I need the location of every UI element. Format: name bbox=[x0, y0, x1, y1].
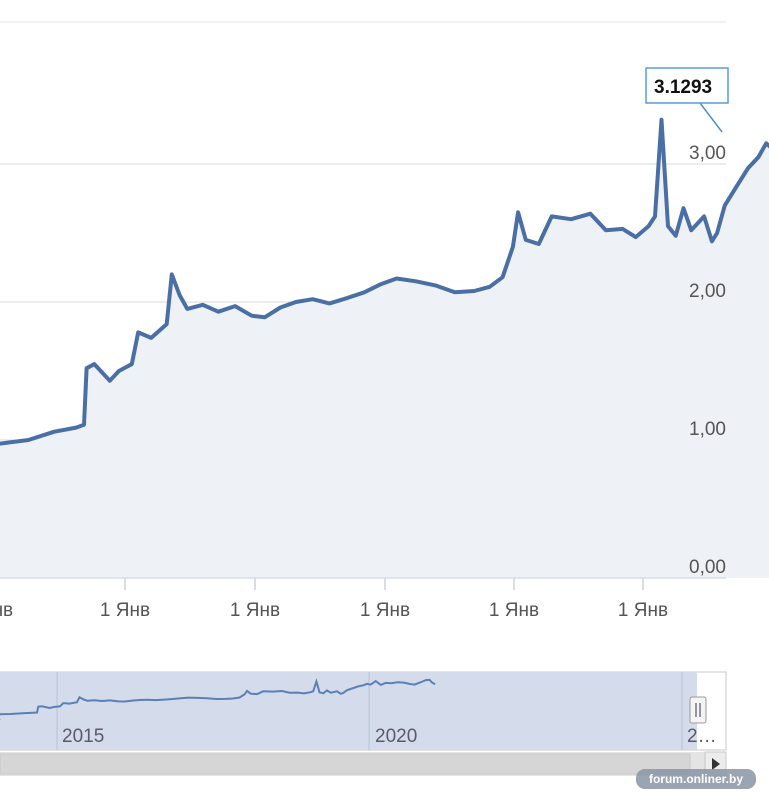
x-tick-label: Янв bbox=[0, 600, 13, 621]
tooltip-pointer bbox=[699, 102, 723, 133]
navigator-handle[interactable] bbox=[689, 696, 707, 724]
navigator[interactable]: 2015 2020 2… bbox=[0, 671, 727, 751]
navigator-series-line bbox=[0, 678, 436, 721]
watermark: forum.onliner.by bbox=[636, 769, 756, 789]
x-tick-label: 1 Янв bbox=[618, 600, 668, 621]
x-tick-label: 1 Янв bbox=[489, 600, 539, 621]
navigator-label-end: 2… bbox=[687, 726, 717, 747]
plot-area: 0,00 1,00 2,00 3,00 Янв 1 Янв 1 Янв 1 Янв 1 Янв… bbox=[0, 21, 769, 621]
navigator-label-2015: 2015 bbox=[62, 726, 104, 747]
svg-text:forum.onliner.by: forum.onliner.by bbox=[649, 772, 743, 786]
tooltip-box bbox=[645, 67, 729, 104]
tooltip: 3.1293 bbox=[645, 67, 729, 133]
x-tick-label: 1 Янв bbox=[100, 600, 150, 621]
y-tick-label: 2,00 bbox=[689, 281, 726, 302]
scrollbar-thumb[interactable] bbox=[0, 753, 691, 775]
y-axis-tick-labels: 0,00 1,00 2,00 3,00 bbox=[689, 143, 726, 578]
y-tick-label: 3,00 bbox=[689, 143, 726, 164]
navigator-selection[interactable] bbox=[0, 672, 697, 750]
y-tick-label: 0,00 bbox=[689, 557, 726, 578]
y-tick-label: 1,00 bbox=[689, 419, 726, 440]
series-line bbox=[0, 117, 769, 446]
chevron-right-icon bbox=[712, 758, 720, 770]
x-tick-label: 1 Янв bbox=[360, 600, 410, 621]
x-tick-label: 1 Янв bbox=[230, 600, 280, 621]
navigator-label-2020: 2020 bbox=[375, 726, 417, 747]
tooltip-value: 3.1293 bbox=[654, 77, 712, 98]
x-axis-ticks: Янв 1 Янв 1 Янв 1 Янв 1 Янв 1 Янв bbox=[0, 578, 668, 621]
series-area bbox=[0, 119, 769, 578]
scrollbar[interactable] bbox=[0, 751, 727, 777]
